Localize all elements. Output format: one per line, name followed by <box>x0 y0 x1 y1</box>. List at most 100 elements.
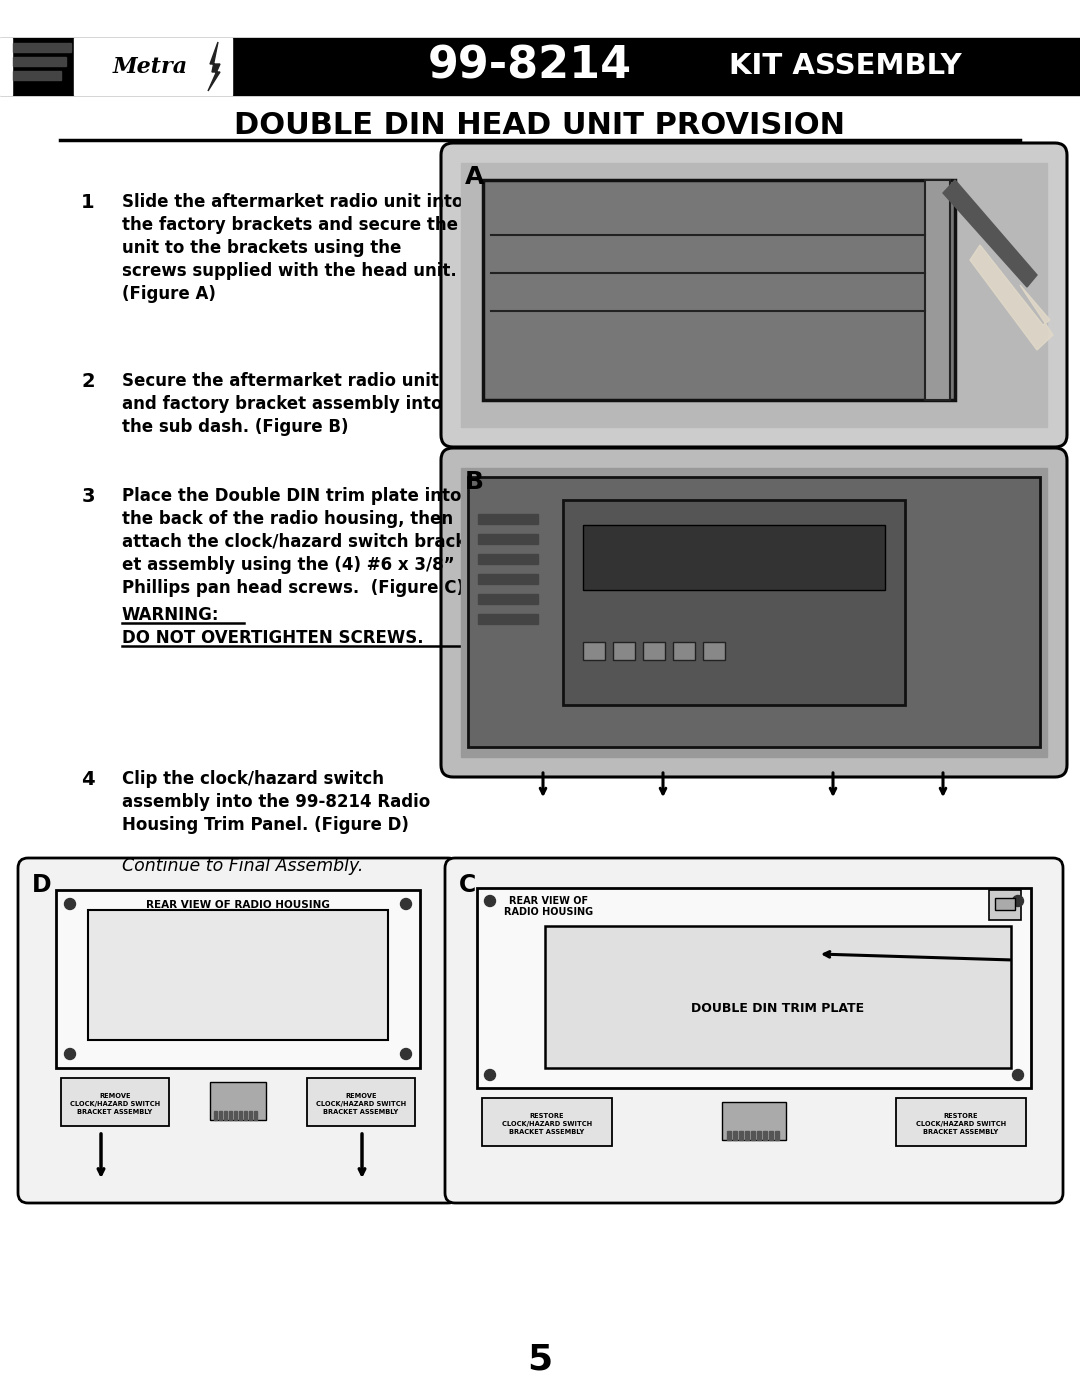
Text: 5: 5 <box>527 1343 553 1376</box>
Bar <box>673 643 696 659</box>
Bar <box>896 1098 1026 1146</box>
Text: Secure the aftermarket radio unit: Secure the aftermarket radio unit <box>122 372 438 390</box>
Text: the factory brackets and secure the: the factory brackets and secure the <box>122 217 458 235</box>
Circle shape <box>485 1070 496 1080</box>
Bar <box>989 890 1021 921</box>
Text: Clip the clock/hazard switch: Clip the clock/hazard switch <box>122 770 384 788</box>
Bar <box>745 1132 750 1140</box>
Text: RESTORE
CLOCK/HAZARD SWITCH
BRACKET ASSEMBLY: RESTORE CLOCK/HAZARD SWITCH BRACKET ASSE… <box>502 1113 592 1134</box>
Polygon shape <box>208 42 220 91</box>
Text: 1: 1 <box>81 193 95 212</box>
Bar <box>477 888 1031 1088</box>
Text: and factory bracket assembly into: and factory bracket assembly into <box>122 395 443 414</box>
Bar <box>545 926 1011 1067</box>
Text: 4: 4 <box>81 770 95 789</box>
Text: Metra: Metra <box>112 56 188 78</box>
Text: Slide the aftermarket radio unit into: Slide the aftermarket radio unit into <box>122 193 463 211</box>
Circle shape <box>1013 895 1024 907</box>
Bar <box>583 525 885 590</box>
Bar <box>757 1132 761 1140</box>
Bar <box>75 38 232 95</box>
Text: 3: 3 <box>81 488 95 506</box>
FancyBboxPatch shape <box>441 142 1067 447</box>
Text: 2: 2 <box>81 372 95 391</box>
FancyBboxPatch shape <box>18 858 458 1203</box>
Circle shape <box>401 898 411 909</box>
Text: Continue to Final Assembly.: Continue to Final Assembly. <box>122 856 363 875</box>
Bar <box>924 180 950 400</box>
Text: REMOVE
CLOCK/HAZARD SWITCH
BRACKET ASSEMBLY: REMOVE CLOCK/HAZARD SWITCH BRACKET ASSEM… <box>315 1094 406 1115</box>
Bar <box>769 1132 773 1140</box>
Text: REAR VIEW OF RADIO HOUSING: REAR VIEW OF RADIO HOUSING <box>146 900 329 909</box>
Text: screws supplied with the head unit.: screws supplied with the head unit. <box>122 263 457 279</box>
Bar <box>478 615 538 624</box>
FancyBboxPatch shape <box>441 448 1067 777</box>
Text: C: C <box>459 873 476 897</box>
Bar <box>254 1111 257 1120</box>
Text: 99-8214: 99-8214 <box>428 45 632 88</box>
Bar <box>13 57 66 66</box>
Circle shape <box>65 898 76 909</box>
Bar <box>751 1132 755 1140</box>
Bar <box>0 38 1080 95</box>
Circle shape <box>1013 1070 1024 1080</box>
Bar <box>478 514 538 524</box>
Polygon shape <box>943 180 1037 286</box>
Bar <box>613 643 635 659</box>
Text: unit to the brackets using the: unit to the brackets using the <box>122 239 402 257</box>
Bar <box>468 476 1040 747</box>
Text: DOUBLE DIN HEAD UNIT PROVISION: DOUBLE DIN HEAD UNIT PROVISION <box>234 110 846 140</box>
Bar <box>461 163 1047 427</box>
Bar <box>478 555 538 564</box>
Bar <box>733 1132 737 1140</box>
Bar <box>461 468 1047 757</box>
Bar <box>563 500 905 705</box>
Bar <box>87 909 388 1039</box>
Circle shape <box>65 1049 76 1059</box>
Bar <box>995 898 1015 909</box>
Text: KIT ASSEMBLY: KIT ASSEMBLY <box>729 52 961 80</box>
Bar <box>224 1111 227 1120</box>
Bar <box>727 1132 731 1140</box>
Bar <box>478 534 538 543</box>
Text: REMOVE
CLOCK/HAZARD SWITCH
BRACKET ASSEMBLY: REMOVE CLOCK/HAZARD SWITCH BRACKET ASSEM… <box>70 1094 160 1115</box>
Circle shape <box>401 1049 411 1059</box>
Bar <box>482 1098 612 1146</box>
Text: DOUBLE DIN TRIM PLATE: DOUBLE DIN TRIM PLATE <box>691 1003 865 1016</box>
Bar <box>239 1111 242 1120</box>
Bar <box>0 38 12 95</box>
Text: B: B <box>465 469 484 495</box>
Bar <box>775 1132 779 1140</box>
Bar <box>762 1132 767 1140</box>
Bar <box>478 594 538 604</box>
Circle shape <box>485 895 496 907</box>
Text: (Figure A): (Figure A) <box>122 285 216 303</box>
Bar <box>210 1083 266 1120</box>
Bar <box>234 1111 237 1120</box>
Bar <box>219 1111 222 1120</box>
Bar <box>643 643 665 659</box>
Bar <box>214 1111 217 1120</box>
Bar <box>583 643 605 659</box>
Text: A: A <box>465 165 484 189</box>
Bar <box>307 1078 415 1126</box>
Text: et assembly using the (4) #6 x 3/8”: et assembly using the (4) #6 x 3/8” <box>122 556 455 574</box>
Text: RADIO HOUSING: RADIO HOUSING <box>504 907 594 916</box>
Bar <box>703 643 725 659</box>
Bar <box>56 890 420 1067</box>
FancyBboxPatch shape <box>445 858 1063 1203</box>
Text: Housing Trim Panel. (Figure D): Housing Trim Panel. (Figure D) <box>122 816 409 834</box>
Text: the back of the radio housing, then: the back of the radio housing, then <box>122 510 454 528</box>
Text: assembly into the 99-8214 Radio: assembly into the 99-8214 Radio <box>122 793 430 812</box>
Bar <box>60 1078 168 1126</box>
Bar <box>249 1111 252 1120</box>
Text: the sub dash. (Figure B): the sub dash. (Figure B) <box>122 418 349 436</box>
Text: RESTORE
CLOCK/HAZARD SWITCH
BRACKET ASSEMBLY: RESTORE CLOCK/HAZARD SWITCH BRACKET ASSE… <box>916 1113 1007 1134</box>
Bar <box>739 1132 743 1140</box>
Bar <box>478 574 538 584</box>
Text: WARNING:: WARNING: <box>122 606 219 624</box>
Text: Place the Double DIN trim plate into: Place the Double DIN trim plate into <box>122 488 461 504</box>
Polygon shape <box>970 244 1053 351</box>
Bar <box>229 1111 232 1120</box>
Bar <box>13 71 60 80</box>
